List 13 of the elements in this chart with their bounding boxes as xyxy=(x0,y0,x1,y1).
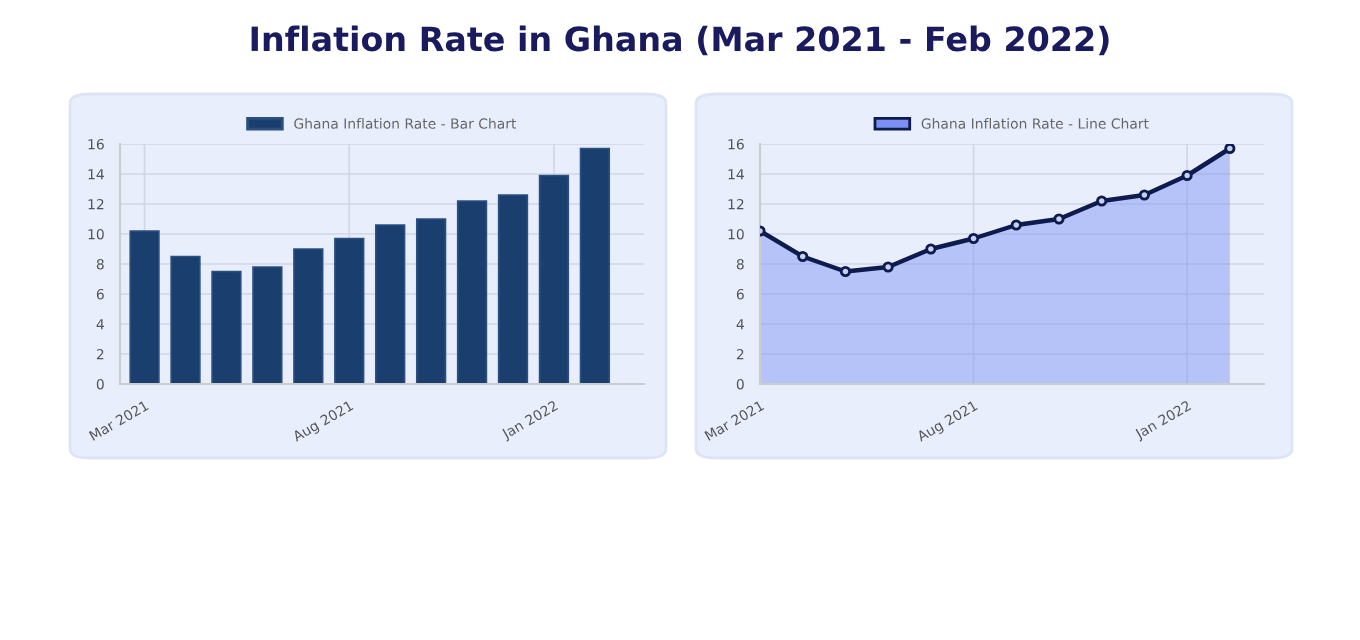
chart-title: Inflation Rate in Ghana (Mar 2021 - Feb 2022) xyxy=(251,25,1109,56)
bar xyxy=(129,230,160,384)
bar xyxy=(170,255,201,384)
bar xyxy=(497,194,529,384)
bar xyxy=(293,248,324,384)
bar xyxy=(375,224,406,384)
bar xyxy=(538,174,570,384)
bar xyxy=(456,200,488,384)
bar xyxy=(415,218,447,384)
bar xyxy=(211,270,242,384)
bar xyxy=(334,237,365,384)
bar xyxy=(579,147,611,384)
bar xyxy=(252,266,283,384)
